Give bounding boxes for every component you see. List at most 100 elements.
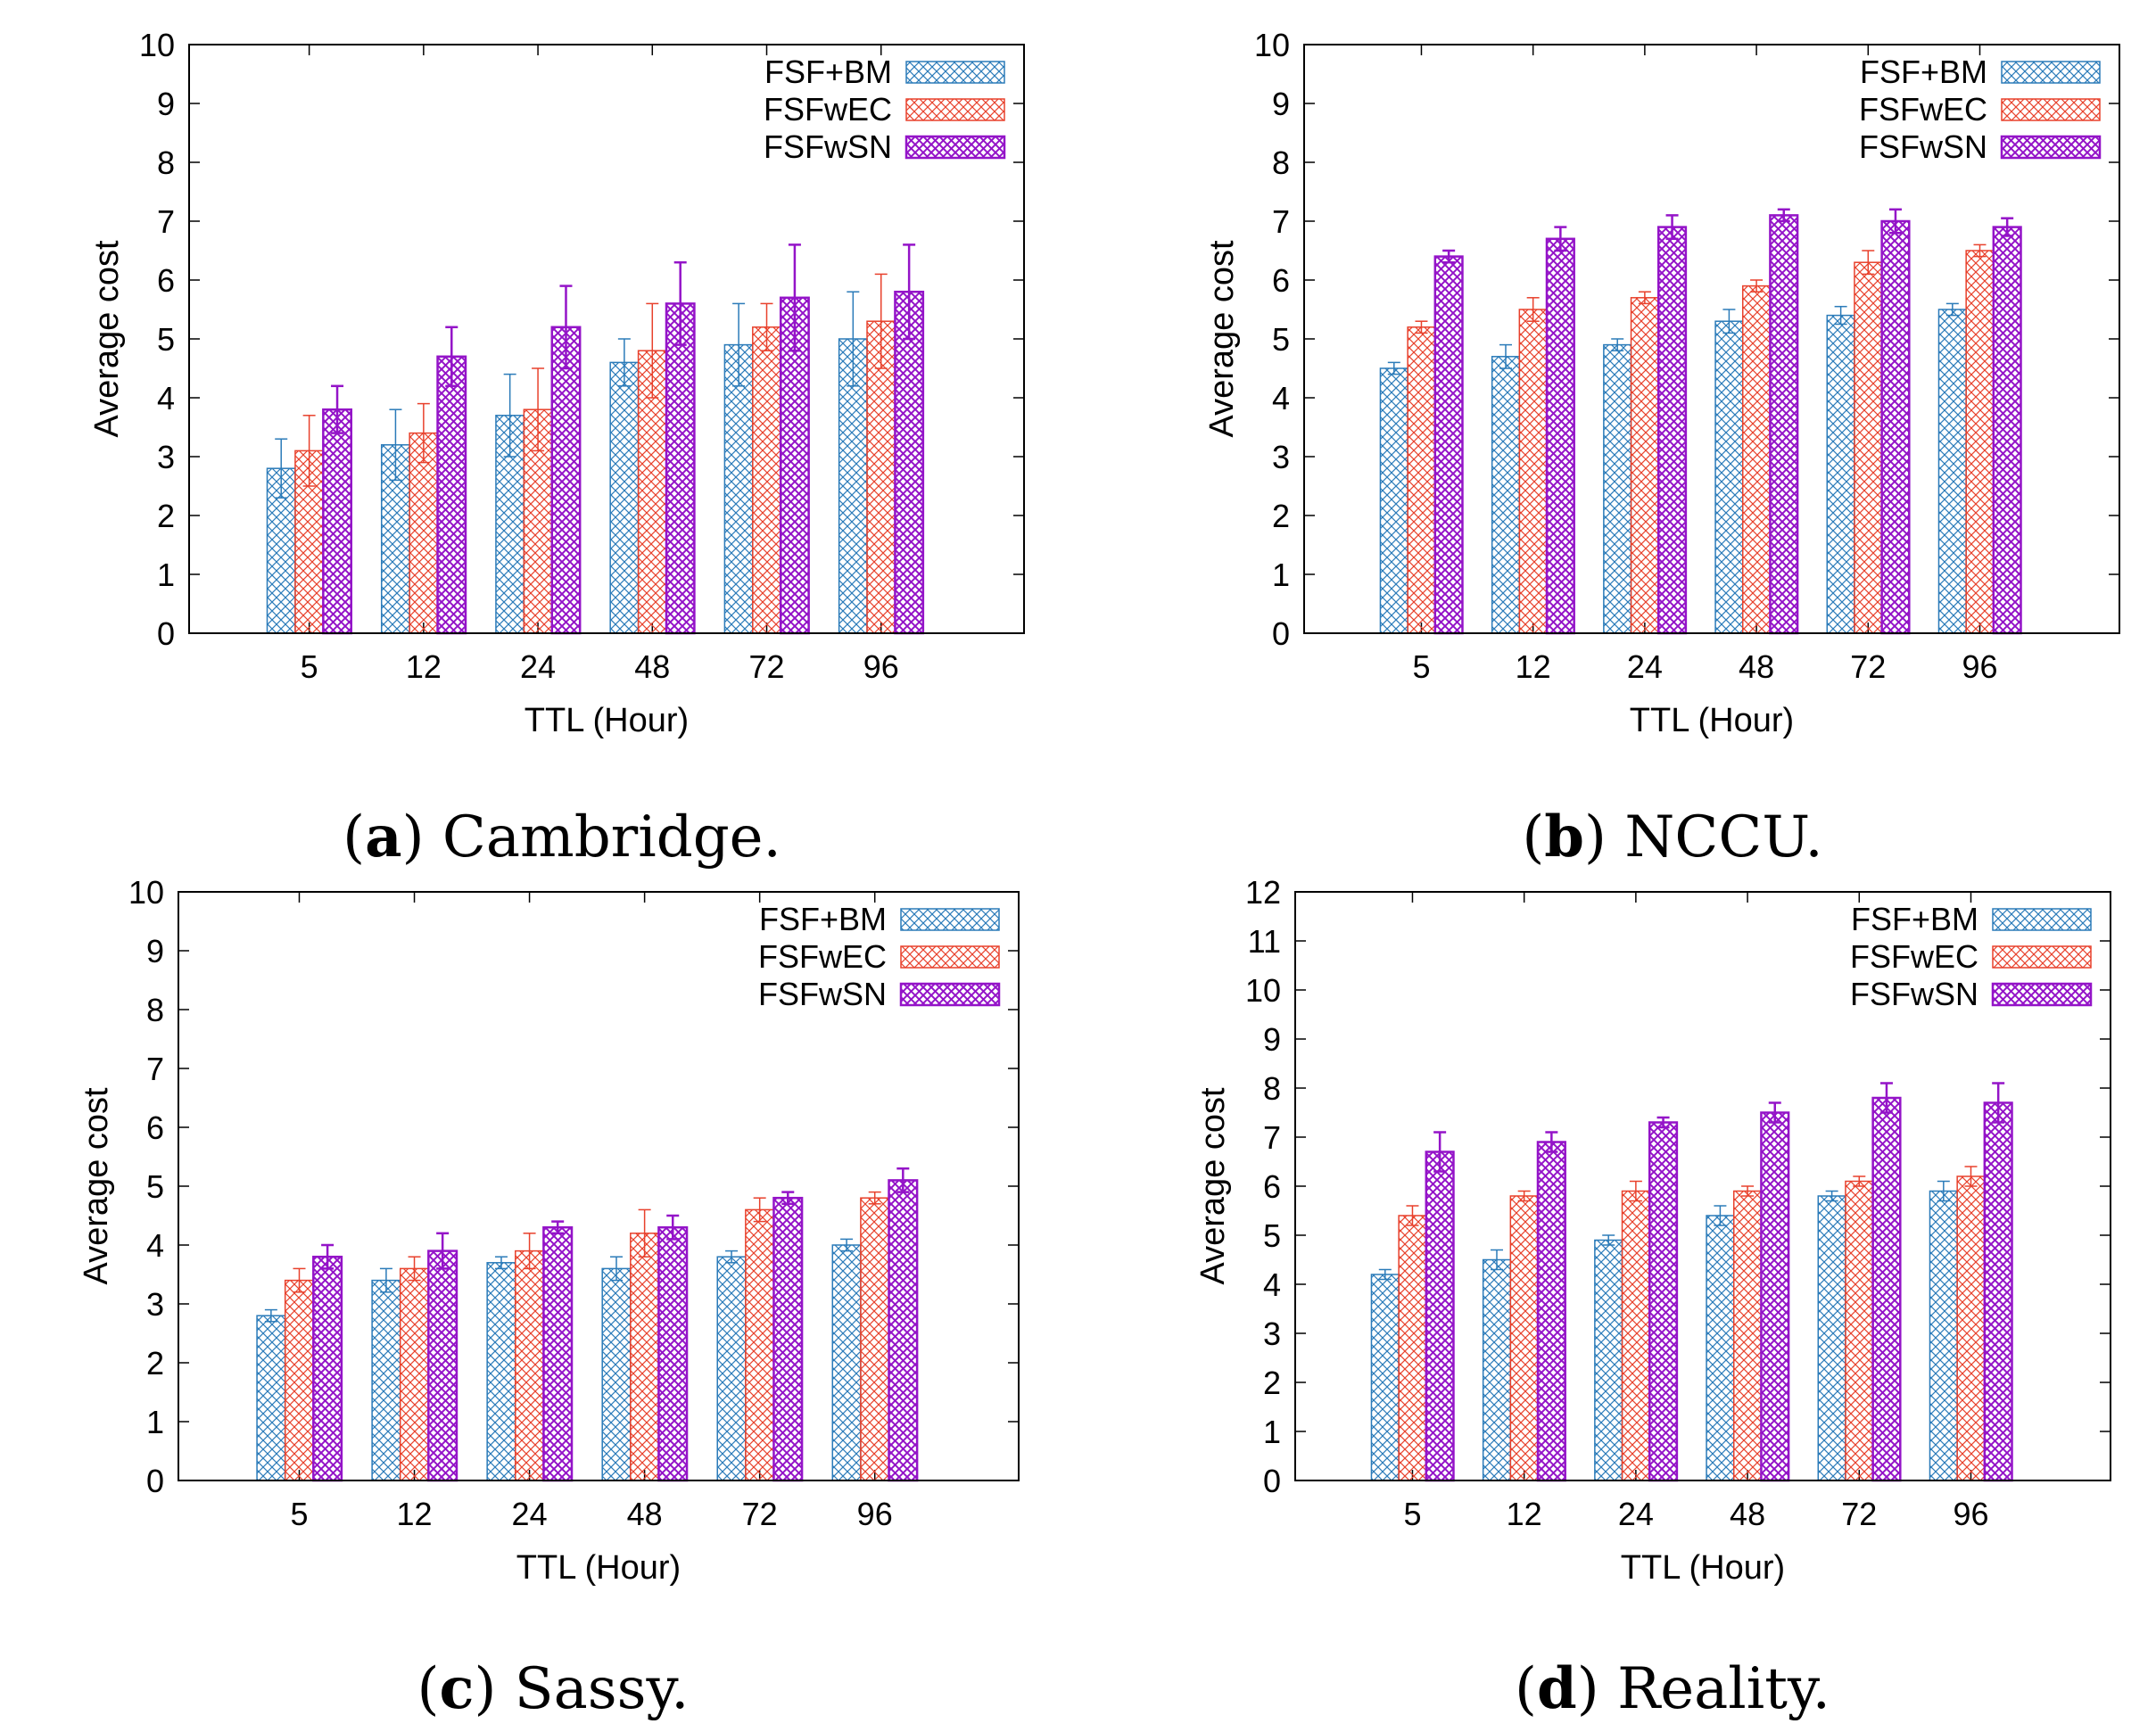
- error-bar: [1853, 1175, 1866, 1187]
- y-tick-label: 2: [1263, 1365, 1281, 1401]
- legend-swatch: [905, 98, 1005, 121]
- error-bar: [1442, 249, 1456, 264]
- bar: [542, 1225, 574, 1482]
- y-tick-label: 6: [157, 262, 175, 299]
- bar: [1826, 314, 1855, 634]
- legend-label: FSFwSN: [1850, 976, 1978, 1012]
- legend-swatch: [1992, 908, 2092, 931]
- y-tick-label: 7: [157, 203, 175, 240]
- x-tick-label: 96: [857, 1496, 893, 1532]
- bar: [752, 326, 781, 634]
- error-bar: [1638, 291, 1651, 305]
- error-bar: [610, 1256, 624, 1282]
- y-tick-label: 5: [1272, 321, 1290, 358]
- bar: [1845, 1180, 1874, 1481]
- error-bar: [445, 326, 458, 388]
- error-bar: [1554, 226, 1567, 252]
- bar: [1603, 343, 1632, 634]
- bar: [1965, 250, 1995, 634]
- bar: [888, 1179, 919, 1482]
- error-bar: [264, 1308, 277, 1323]
- y-tick-label: 3: [146, 1286, 164, 1323]
- error-bar: [1741, 1185, 1755, 1197]
- error-bar: [666, 1214, 680, 1241]
- error-bar: [646, 302, 659, 399]
- y-tick-label: 11: [1248, 923, 1281, 960]
- y-tick-label: 3: [157, 439, 175, 475]
- legend-swatch: [1992, 945, 2092, 969]
- error-bar: [2001, 217, 2014, 237]
- error-bar: [1777, 208, 1790, 223]
- y-tick-label: 12: [1245, 874, 1281, 911]
- bar: [601, 1267, 632, 1481]
- error-bar: [896, 1167, 910, 1193]
- x-tick-label: 12: [406, 648, 442, 685]
- x-tick-label: 5: [1412, 648, 1430, 685]
- error-bar: [1768, 1101, 1781, 1124]
- bar: [436, 355, 467, 635]
- x-tick-label: 24: [1618, 1496, 1654, 1532]
- bar: [1621, 1190, 1650, 1481]
- error-bar: [1545, 1131, 1558, 1153]
- bar: [1482, 1258, 1512, 1481]
- y-tick-label: 8: [1263, 1070, 1281, 1107]
- bar: [550, 326, 582, 635]
- bar: [322, 408, 353, 635]
- bar: [1630, 297, 1659, 634]
- legend-label: FSF+BM: [1851, 901, 1978, 937]
- error-bar: [1665, 214, 1679, 241]
- bar: [256, 1315, 286, 1481]
- error-bar: [874, 273, 888, 369]
- bar: [1370, 1274, 1400, 1481]
- bar: [1854, 261, 1883, 634]
- error-bar: [1834, 305, 1847, 326]
- error-bar: [868, 1191, 881, 1205]
- error-bar: [503, 373, 516, 458]
- legend-swatch: [2000, 135, 2102, 160]
- error-bar: [1406, 1205, 1419, 1226]
- x-tick-label: 48: [627, 1496, 663, 1532]
- error-bar: [532, 367, 545, 452]
- y-tick-label: 1: [1272, 557, 1290, 593]
- error-bar: [1656, 1116, 1670, 1129]
- x-axis-label: TTL (Hour): [516, 1549, 681, 1587]
- error-bar: [1629, 1180, 1642, 1202]
- y-tick-label: 6: [146, 1109, 164, 1146]
- error-bar: [1879, 1082, 1893, 1114]
- y-tick-label: 10: [128, 874, 164, 911]
- bar: [1594, 1239, 1623, 1481]
- bar: [772, 1196, 804, 1482]
- bar: [515, 1250, 545, 1481]
- plot-frame: [188, 44, 1025, 634]
- y-tick-label: 1: [1263, 1414, 1281, 1450]
- bar: [630, 1233, 660, 1481]
- error-bar: [1992, 1082, 2005, 1124]
- y-tick-label: 1: [146, 1404, 164, 1440]
- y-tick-label: 7: [1263, 1119, 1281, 1156]
- bar: [1937, 309, 1967, 634]
- y-tick-label: 4: [157, 380, 175, 417]
- bar: [657, 1225, 689, 1482]
- error-bar: [1973, 243, 1987, 258]
- legend-label: FSF+BM: [764, 54, 892, 90]
- error-bar: [1825, 1190, 1838, 1202]
- y-axis-label: Average cost: [88, 240, 126, 438]
- x-tick-label: 5: [1403, 1496, 1421, 1532]
- bar: [1983, 1101, 2013, 1482]
- y-tick-label: 4: [1272, 380, 1290, 417]
- bar: [371, 1279, 401, 1481]
- y-tick-label: 2: [146, 1345, 164, 1381]
- x-tick-label: 96: [863, 648, 899, 685]
- bar: [1992, 226, 2022, 635]
- error-bar: [293, 1267, 306, 1293]
- y-tick-label: 10: [139, 27, 175, 63]
- bar: [1817, 1195, 1846, 1481]
- error-bar: [408, 1256, 421, 1282]
- legend-label: FSFwSN: [1859, 128, 1987, 165]
- y-tick-label: 9: [1263, 1021, 1281, 1058]
- bar: [486, 1262, 516, 1481]
- bar: [1433, 255, 1464, 635]
- error-bar: [840, 1238, 854, 1252]
